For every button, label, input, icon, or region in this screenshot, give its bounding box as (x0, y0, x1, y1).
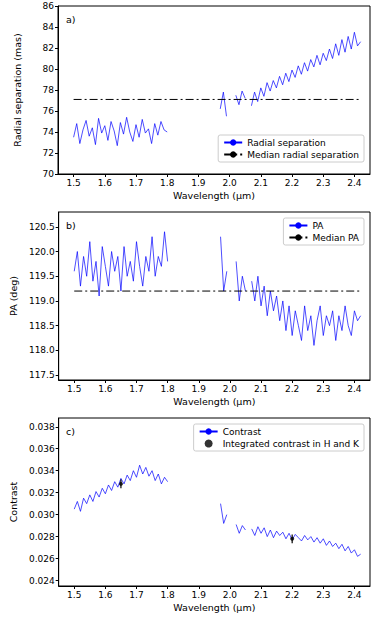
svg-text:117.5: 117.5 (29, 370, 55, 380)
svg-text:Radial separation: Radial separation (247, 138, 326, 148)
svg-text:1.6: 1.6 (98, 384, 113, 394)
svg-text:Wavelength (μm): Wavelength (μm) (173, 396, 255, 407)
svg-text:PA: PA (312, 221, 324, 231)
svg-text:2.2: 2.2 (285, 178, 299, 188)
svg-text:118.0: 118.0 (29, 345, 55, 355)
svg-text:0.038: 0.038 (29, 422, 55, 432)
svg-text:Wavelength (μm): Wavelength (μm) (173, 602, 255, 613)
svg-text:1.7: 1.7 (129, 590, 143, 600)
svg-text:1.8: 1.8 (160, 590, 175, 600)
svg-text:76: 76 (43, 106, 55, 116)
svg-text:2.2: 2.2 (285, 384, 299, 394)
svg-text:Wavelength (μm): Wavelength (μm) (173, 190, 255, 201)
svg-text:Integrated contrast in H and K: Integrated contrast in H and K (223, 439, 360, 449)
svg-text:2.1: 2.1 (254, 178, 268, 188)
svg-text:1.7: 1.7 (129, 178, 143, 188)
svg-text:2.4: 2.4 (347, 384, 362, 394)
svg-text:2.1: 2.1 (254, 590, 268, 600)
svg-text:0.036: 0.036 (29, 444, 55, 454)
svg-text:0.034: 0.034 (29, 466, 55, 476)
svg-text:c): c) (66, 426, 75, 437)
svg-text:1.6: 1.6 (98, 590, 113, 600)
svg-text:1.7: 1.7 (129, 384, 143, 394)
svg-text:2.1: 2.1 (254, 384, 268, 394)
svg-text:Median PA: Median PA (312, 233, 359, 243)
svg-text:b): b) (66, 220, 76, 231)
svg-text:80: 80 (43, 64, 55, 74)
svg-text:119.0: 119.0 (29, 296, 55, 306)
svg-text:2.3: 2.3 (316, 590, 330, 600)
svg-text:72: 72 (43, 148, 54, 158)
svg-text:2.0: 2.0 (223, 590, 238, 600)
svg-text:84: 84 (43, 22, 55, 32)
svg-text:120.5: 120.5 (29, 222, 55, 232)
svg-text:PA (deg): PA (deg) (8, 276, 19, 316)
svg-text:2.4: 2.4 (347, 590, 362, 600)
svg-text:74: 74 (43, 127, 55, 137)
svg-text:2.4: 2.4 (347, 178, 362, 188)
svg-text:0.028: 0.028 (29, 532, 55, 542)
svg-text:120.0: 120.0 (29, 247, 55, 257)
svg-text:70: 70 (43, 169, 55, 179)
svg-text:1.5: 1.5 (67, 384, 81, 394)
svg-text:0.024: 0.024 (29, 576, 55, 586)
svg-text:2.0: 2.0 (223, 384, 238, 394)
svg-text:118.5: 118.5 (29, 321, 55, 331)
svg-text:0.026: 0.026 (29, 554, 55, 564)
svg-text:0.030: 0.030 (29, 510, 55, 520)
svg-text:Median radial separation: Median radial separation (247, 150, 359, 160)
svg-text:1.8: 1.8 (160, 178, 175, 188)
svg-text:1.9: 1.9 (192, 384, 207, 394)
svg-text:86: 86 (43, 1, 55, 11)
svg-text:1.6: 1.6 (98, 178, 113, 188)
svg-text:Contrast: Contrast (8, 481, 19, 522)
svg-text:82: 82 (43, 43, 54, 53)
svg-text:Contrast: Contrast (223, 427, 262, 437)
svg-text:78: 78 (43, 85, 55, 95)
svg-text:1.9: 1.9 (192, 590, 207, 600)
svg-text:1.8: 1.8 (160, 384, 175, 394)
svg-text:Radial separation (mas): Radial separation (mas) (12, 33, 23, 146)
svg-text:2.0: 2.0 (222, 178, 237, 188)
svg-text:0.032: 0.032 (29, 488, 55, 498)
svg-text:2.3: 2.3 (316, 178, 330, 188)
svg-text:119.5: 119.5 (29, 271, 55, 281)
svg-text:1.9: 1.9 (191, 178, 206, 188)
svg-text:1.5: 1.5 (66, 178, 80, 188)
svg-text:2.3: 2.3 (316, 384, 330, 394)
svg-text:a): a) (66, 14, 76, 25)
svg-text:1.5: 1.5 (67, 590, 81, 600)
svg-text:2.2: 2.2 (285, 590, 299, 600)
